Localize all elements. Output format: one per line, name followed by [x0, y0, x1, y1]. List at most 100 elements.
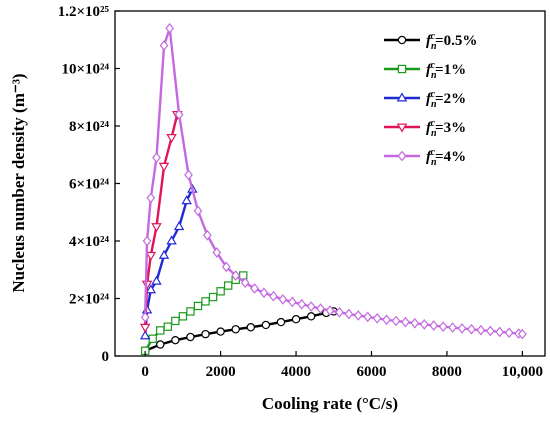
data-point: [316, 303, 325, 314]
data-point: [171, 335, 180, 345]
data-point: [156, 340, 165, 349]
data-point: [250, 283, 259, 294]
data-point: [216, 287, 225, 296]
legend-marker: [397, 35, 407, 45]
data-point: [240, 277, 250, 289]
data-point: [485, 325, 495, 337]
data-point: [208, 292, 218, 302]
data-point: [306, 312, 316, 321]
x-axis-title: Cooling rate (°C/s): [262, 394, 398, 413]
legend-marker: [397, 150, 407, 162]
data-point: [174, 109, 184, 120]
data-point: [419, 319, 429, 330]
data-point: [261, 320, 271, 330]
legend-marker: [396, 123, 408, 133]
data-point: [193, 301, 203, 311]
data-point: [410, 317, 420, 329]
data-point: [269, 290, 278, 302]
axes-layer: 0 2000 4000 6000 8000 10,000 0 2×10²⁴ 4×10²⁴ 6×10…: [58, 4, 543, 380]
y-axis-title: Nucleus number density (m⁻³): [9, 73, 28, 292]
data-point: [159, 40, 169, 51]
data-point: [216, 327, 225, 336]
data-point: [158, 249, 170, 259]
y-tick-label: 1.2×10²⁵: [58, 4, 110, 20]
data-point: [231, 325, 240, 334]
data-point: [287, 296, 297, 308]
data-point: [476, 324, 486, 336]
data-point: [186, 332, 195, 342]
data-point: [246, 323, 255, 332]
data-point: [448, 322, 457, 333]
data-point: [467, 323, 476, 335]
data-point: [158, 162, 170, 172]
data-point: [142, 235, 152, 247]
data-point: [231, 270, 241, 281]
y-tick-label: 2×10²⁴: [69, 292, 110, 308]
series-4: [139, 111, 183, 333]
data-point: [291, 315, 301, 324]
legend-marker: [396, 92, 408, 102]
legend-label: fnc=1%: [426, 60, 466, 81]
x-tick-label: 4000: [281, 364, 311, 380]
data-point: [221, 261, 231, 273]
x-tick-label: 2000: [206, 364, 236, 380]
data-point: [184, 169, 193, 181]
data-point: [163, 322, 173, 331]
data-point: [504, 327, 514, 339]
data-point: [151, 223, 162, 233]
data-point: [297, 298, 307, 310]
data-point: [201, 329, 210, 339]
data-point: [139, 330, 151, 340]
data-point: [146, 192, 156, 204]
y-tick-label: 10×10²⁴: [61, 62, 109, 78]
legend-marker: [397, 64, 407, 74]
x-tick-label: 10,000: [502, 364, 543, 380]
data-point: [325, 305, 335, 316]
data-point: [344, 308, 354, 320]
data-point: [201, 297, 210, 306]
data-point: [276, 317, 286, 327]
legend: fnc=0.5% fnc=1% fnc=2% fnc=3% fnc=4%: [384, 31, 477, 168]
legend-label: fnc=4%: [426, 147, 466, 168]
legend-label: fnc=0.5%: [426, 31, 477, 52]
data-point: [193, 205, 203, 217]
data-point: [372, 312, 382, 324]
data-point: [306, 301, 316, 312]
data-point: [203, 229, 212, 241]
legend-label: fnc=2%: [426, 89, 466, 110]
data-point: [186, 307, 195, 316]
y-tick-label: 0: [102, 349, 110, 365]
data-point: [517, 328, 527, 340]
data-point: [139, 323, 151, 333]
data-point: [171, 316, 180, 326]
data-point: [391, 315, 401, 327]
data-point: [401, 316, 410, 328]
data-point: [457, 323, 467, 334]
data-point: [429, 320, 439, 331]
data-point: [145, 251, 157, 261]
x-tick-label: 8000: [432, 364, 462, 380]
data-point: [353, 310, 363, 321]
data-point: [145, 284, 157, 294]
data-point: [278, 294, 288, 305]
plot-frame: [114, 10, 546, 357]
series-layer: [139, 22, 527, 356]
y-tick-label: 6×10²⁴: [69, 177, 110, 193]
data-point: [166, 235, 177, 245]
x-tick-label: 0: [141, 364, 149, 380]
y-tick-label: 4×10²⁴: [69, 234, 110, 250]
x-tick-label: 6000: [356, 364, 386, 380]
data-point: [156, 326, 165, 335]
data-point: [363, 311, 373, 323]
data-point: [335, 306, 344, 318]
data-point: [151, 275, 162, 285]
data-point: [438, 321, 448, 333]
series-1: [140, 307, 338, 356]
data-point: [166, 134, 177, 144]
data-point: [173, 221, 185, 231]
data-point: [140, 311, 150, 323]
data-point: [223, 281, 233, 290]
data-point: [382, 314, 391, 326]
